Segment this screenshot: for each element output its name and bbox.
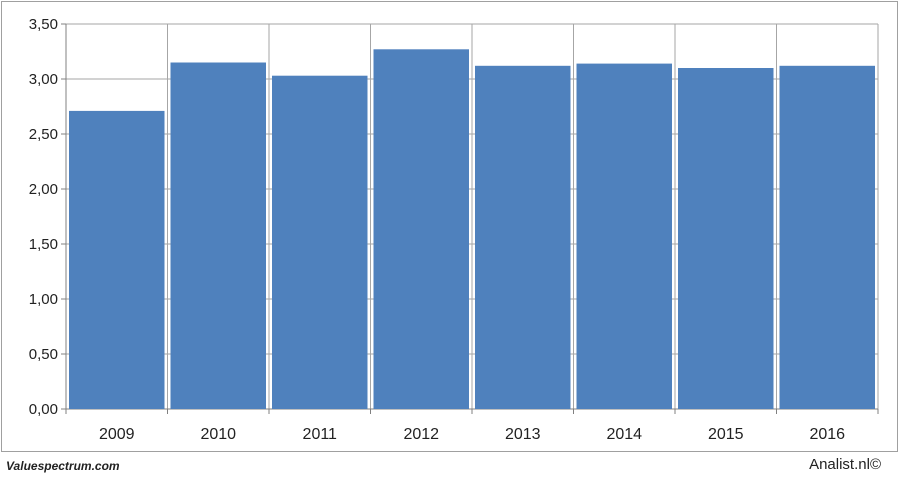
bar-2014 bbox=[576, 63, 672, 409]
bar-2013 bbox=[475, 65, 571, 410]
x-tick-label: 2010 bbox=[200, 426, 236, 443]
bar-2009 bbox=[69, 110, 165, 410]
bar-2012 bbox=[373, 49, 469, 410]
bar-2015 bbox=[678, 68, 774, 409]
y-tick-label: 1,00 bbox=[29, 291, 58, 308]
x-tick-label: 2011 bbox=[303, 426, 338, 443]
y-tick-label: 2,00 bbox=[29, 181, 58, 198]
x-tick-label: 2013 bbox=[505, 426, 541, 443]
y-tick-label: 0,50 bbox=[29, 346, 58, 363]
y-tick-label: 3,00 bbox=[29, 71, 58, 88]
bar-2016 bbox=[779, 65, 875, 410]
copyright-credit: Analist.nl© bbox=[809, 456, 881, 473]
x-tick-label: 2012 bbox=[403, 426, 439, 443]
x-tick-label: 2014 bbox=[606, 426, 642, 443]
x-tick-label: 2016 bbox=[809, 426, 845, 443]
bar-2010 bbox=[170, 62, 266, 409]
y-tick-label: 0,00 bbox=[29, 401, 58, 418]
x-tick-label: 2009 bbox=[99, 426, 135, 443]
y-tick-label: 2,50 bbox=[29, 126, 58, 143]
x-tick-label: 2015 bbox=[708, 426, 744, 443]
bar-2011 bbox=[272, 75, 368, 409]
y-tick-label: 1,50 bbox=[29, 236, 58, 253]
source-credit: Valuespectrum.com bbox=[6, 459, 120, 473]
y-tick-label: 3,50 bbox=[29, 16, 58, 33]
